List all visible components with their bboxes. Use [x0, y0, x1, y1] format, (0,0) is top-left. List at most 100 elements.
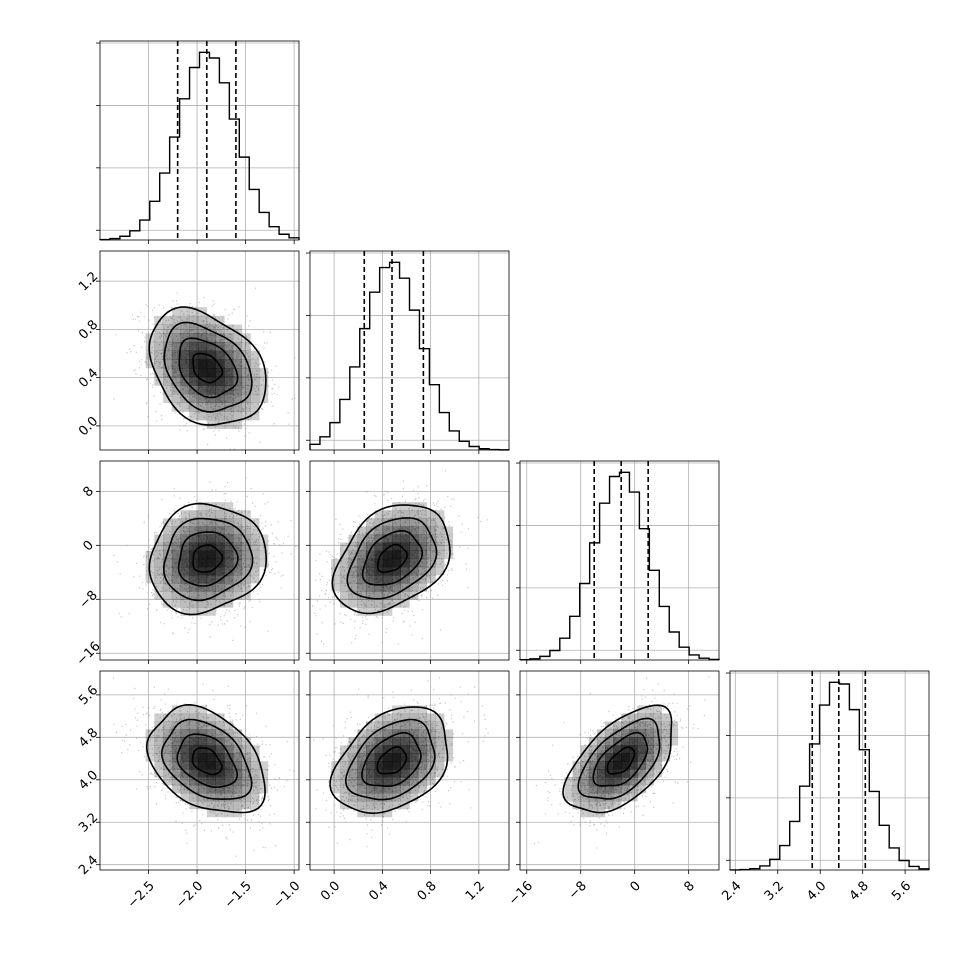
density-cell — [572, 761, 582, 770]
density-cell — [154, 324, 164, 334]
density-cell — [392, 785, 401, 794]
density-cell — [189, 534, 199, 543]
density-cell — [348, 793, 358, 802]
density-cell — [189, 575, 199, 584]
density-cell — [604, 793, 614, 802]
density-cell — [637, 745, 646, 754]
density-cell — [250, 411, 260, 421]
y-tick-label-1-2: 0.8 — [76, 318, 101, 343]
density-cell — [224, 801, 234, 810]
density-cell — [392, 761, 401, 770]
density-cell — [348, 566, 358, 576]
density-cell — [418, 769, 428, 778]
x-tick-label-0-2: −1.5 — [222, 879, 255, 912]
density-cell — [426, 713, 436, 722]
density-cell — [409, 737, 419, 746]
density-cell — [224, 359, 234, 369]
density-cell — [580, 793, 590, 802]
density-cell — [392, 526, 401, 535]
density-cell — [653, 761, 662, 770]
density-cell — [250, 367, 260, 377]
density-cell — [426, 777, 436, 786]
scatter-points-2-0 — [113, 477, 297, 641]
density-cell — [241, 793, 251, 802]
density-cell — [241, 575, 251, 584]
density-cell — [365, 777, 375, 786]
density-cell — [224, 769, 234, 778]
density-cell — [171, 394, 181, 404]
density-cell — [224, 542, 234, 552]
density-cell — [426, 769, 436, 778]
density-cell — [163, 324, 173, 334]
density-cell — [215, 721, 225, 730]
density-cell — [224, 566, 234, 576]
density-cell — [224, 510, 234, 519]
density-cell — [365, 753, 375, 762]
contour-3-1-2 — [344, 718, 436, 801]
density-cell — [206, 808, 216, 818]
density-cell — [215, 769, 225, 778]
x-tick-label-3-1: 3.2 — [762, 879, 787, 904]
density-cell — [189, 785, 199, 794]
density-cell — [189, 518, 199, 527]
density-cell — [400, 575, 410, 584]
density-cell — [145, 341, 155, 351]
density-cell — [189, 566, 199, 576]
density-cell — [259, 385, 269, 395]
density-cell — [206, 518, 216, 527]
panel-frame — [729, 670, 930, 871]
density-cell — [365, 558, 375, 568]
density-cell — [392, 558, 401, 568]
density-cell — [198, 350, 208, 360]
density-cell — [215, 315, 225, 325]
density-cell — [409, 510, 419, 519]
density-cell — [154, 729, 164, 738]
density-cell — [418, 785, 428, 794]
density-cell — [383, 801, 393, 810]
density-cell — [241, 801, 251, 810]
x-tick-label-2-2: 0 — [627, 879, 643, 895]
density-cell — [392, 745, 401, 754]
density-cell — [198, 315, 208, 325]
density-cell — [374, 542, 384, 552]
density-cell — [206, 729, 216, 738]
density-cell — [444, 745, 454, 754]
density-cell — [580, 801, 590, 810]
density-cell — [435, 737, 445, 746]
density-cell — [580, 769, 590, 778]
y-tick-label-1-3: 1.2 — [76, 269, 101, 294]
density-cell — [374, 713, 384, 722]
contour-3-0-1 — [176, 733, 239, 788]
density-cell — [163, 575, 173, 584]
density-cell — [400, 769, 410, 778]
density-cell — [604, 801, 614, 810]
density-cell — [409, 575, 419, 584]
density-cell — [180, 350, 190, 360]
density-cell — [215, 502, 225, 511]
density-cell — [400, 793, 410, 802]
density-cell — [400, 745, 410, 754]
density-cell — [409, 785, 419, 794]
density-cell — [435, 729, 445, 738]
x-tick-label-2-0: −16 — [506, 879, 536, 909]
density-cell — [383, 785, 393, 794]
density-cell — [621, 729, 630, 738]
density-cell — [206, 737, 216, 746]
density-cell — [383, 777, 393, 786]
density-cell — [163, 341, 173, 351]
density-cell — [588, 753, 598, 762]
density-cell — [206, 385, 216, 395]
histogram-2 — [519, 471, 720, 661]
density-cell — [580, 808, 590, 818]
density-cell — [154, 550, 164, 560]
density-cell — [241, 411, 251, 421]
density-cell — [198, 575, 208, 584]
density-cell — [189, 376, 199, 386]
density-cell — [189, 713, 199, 722]
density-cell — [215, 350, 225, 360]
density-cell — [180, 402, 190, 412]
density-cell — [154, 350, 164, 360]
density-cell — [145, 359, 155, 369]
density-cell — [392, 777, 401, 786]
density-cell — [621, 721, 630, 730]
